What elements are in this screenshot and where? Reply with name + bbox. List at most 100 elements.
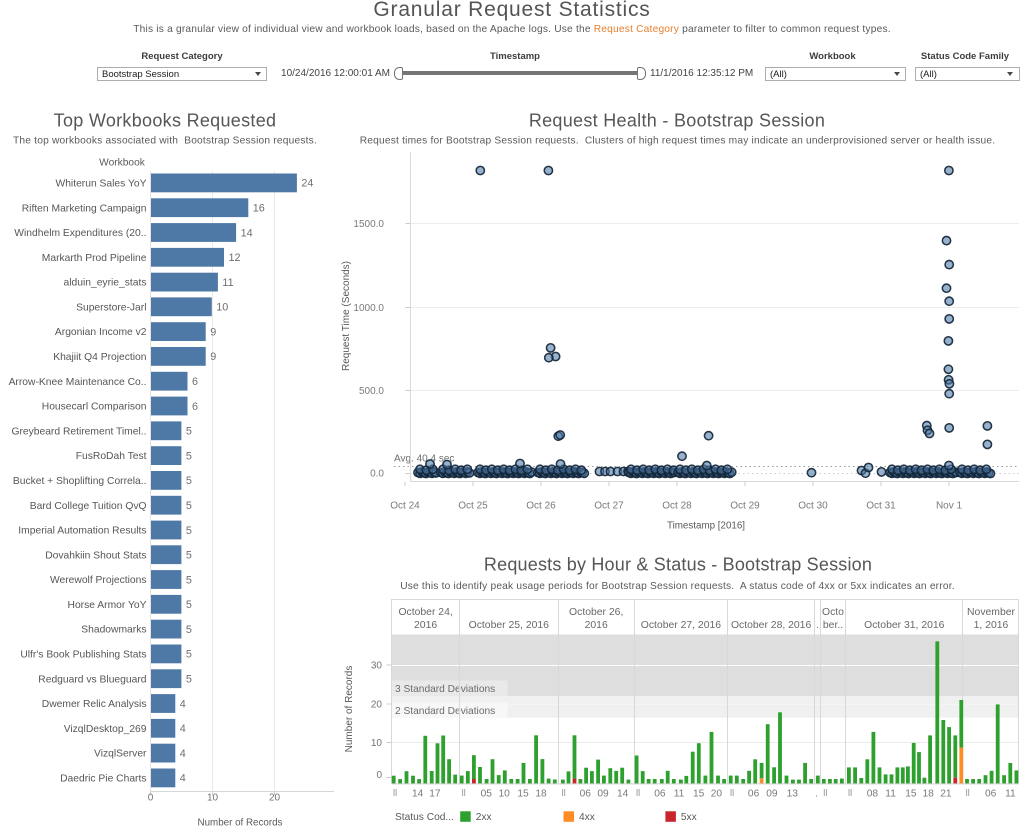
svg-text:.: .	[816, 620, 819, 631]
svg-text:09: 09	[766, 789, 778, 800]
svg-text:06: 06	[985, 789, 997, 800]
svg-text:30: 30	[371, 661, 383, 672]
svg-text:Oct 28: Oct 28	[662, 501, 692, 512]
svg-text:Arrow-Knee Maintenance Co..: Arrow-Knee Maintenance Co..	[9, 377, 147, 388]
svg-text:ber..: ber..	[823, 620, 843, 631]
svg-text:Markarth Prod Pipeline: Markarth Prod Pipeline	[42, 253, 147, 264]
svg-text:Use this to identify peak usag: Use this to identify peak usage periods …	[400, 581, 955, 592]
svg-text:5: 5	[186, 426, 192, 438]
svg-text:9: 9	[210, 326, 216, 338]
svg-text:500.0: 500.0	[359, 386, 384, 397]
svg-text:6: 6	[192, 376, 198, 388]
svg-text:08: 08	[867, 789, 879, 800]
svg-text:1000.0: 1000.0	[353, 303, 384, 314]
svg-text:Werewolf Projections: Werewolf Projections	[50, 575, 147, 586]
svg-text:Ulfr's Book Publishing Stats: Ulfr's Book Publishing Stats	[20, 650, 146, 661]
svg-text:5: 5	[186, 599, 192, 611]
svg-text:5: 5	[186, 525, 192, 537]
svg-text:6: 6	[192, 401, 198, 413]
svg-text:Dwemer Relic Analysis: Dwemer Relic Analysis	[42, 699, 147, 710]
svg-text:The top workbooks associated w: The top workbooks associated with Bootst…	[13, 136, 317, 147]
svg-text:Dovahkiin Shout Stats: Dovahkiin Shout Stats	[45, 550, 146, 561]
svg-text:Status Cod...: Status Cod...	[395, 812, 454, 823]
svg-text:Imperial Automation Results: Imperial Automation Results	[18, 526, 146, 537]
svg-text:11: 11	[674, 789, 685, 800]
svg-text:.: .	[815, 789, 818, 800]
svg-text:VizqlDesktop_269: VizqlDesktop_269	[64, 724, 147, 735]
svg-text:14: 14	[617, 789, 629, 800]
svg-text:Khajiit Q4 Projection: Khajiit Q4 Projection	[53, 352, 147, 363]
svg-text:4xx: 4xx	[579, 812, 595, 823]
svg-text:Whiterun Sales YoY: Whiterun Sales YoY	[55, 179, 146, 190]
svg-text:Oct 26: Oct 26	[526, 501, 556, 512]
svg-text:5xx: 5xx	[681, 812, 697, 823]
svg-text:05: 05	[481, 789, 493, 800]
svg-text:VizqlServer: VizqlServer	[94, 749, 147, 760]
svg-text:4: 4	[180, 748, 186, 760]
svg-text:Bard College Tuition QvQ: Bard College Tuition QvQ	[30, 501, 147, 512]
svg-text:16: 16	[253, 203, 265, 215]
svg-text:Octo: Octo	[822, 607, 844, 618]
svg-text:Oct 27: Oct 27	[594, 501, 624, 512]
svg-text:1500.0: 1500.0	[353, 219, 384, 230]
svg-text:5: 5	[186, 450, 192, 462]
svg-text:alduin_eyrie_stats: alduin_eyrie_stats	[64, 278, 147, 289]
svg-text:1, 2016: 1, 2016	[974, 620, 1009, 631]
svg-text:9: 9	[210, 351, 216, 363]
svg-text:11: 11	[1005, 789, 1016, 800]
svg-text:FusRoDah Test: FusRoDah Test	[76, 451, 147, 462]
svg-text:20: 20	[371, 700, 383, 711]
svg-text:Argonian Income v2: Argonian Income v2	[55, 327, 147, 338]
svg-text:20: 20	[269, 793, 281, 804]
svg-text:Number of Records: Number of Records	[344, 666, 355, 753]
svg-text:Greybeard Retirement Timel..: Greybeard Retirement Timel..	[11, 426, 146, 437]
svg-text:4: 4	[180, 723, 186, 735]
svg-text:October 27, 2016: October 27, 2016	[641, 620, 722, 631]
svg-text:12: 12	[229, 252, 241, 264]
svg-text:Number of Records: Number of Records	[198, 818, 283, 829]
svg-text:4: 4	[180, 773, 186, 785]
svg-text:Request times for Bootstrap Se: Request times for Bootstrap Session requ…	[360, 136, 996, 147]
svg-text:Redguard vs Blueguard: Redguard vs Blueguard	[38, 674, 146, 685]
svg-text:5: 5	[186, 574, 192, 586]
svg-text:5: 5	[186, 649, 192, 661]
svg-text:06: 06	[580, 789, 592, 800]
svg-text:2016: 2016	[585, 620, 608, 631]
svg-text:Superstore-Jarl: Superstore-Jarl	[76, 302, 146, 313]
svg-text:Bucket + Shoplifting Correla..: Bucket + Shoplifting Correla..	[13, 476, 147, 487]
svg-text:Timestamp [2016]: Timestamp [2016]	[667, 521, 745, 532]
svg-text:5: 5	[186, 624, 192, 636]
svg-text:17: 17	[429, 789, 441, 800]
svg-text:10: 10	[207, 793, 219, 804]
svg-text:Oct 31: Oct 31	[866, 501, 896, 512]
svg-text:20: 20	[711, 789, 723, 800]
svg-text:11: 11	[885, 789, 896, 800]
svg-text:Daedric Pie Charts: Daedric Pie Charts	[60, 774, 146, 785]
svg-text:Horse Armor YoY: Horse Armor YoY	[68, 600, 147, 611]
svg-text:3 Standard Deviations: 3 Standard Deviations	[395, 684, 495, 695]
svg-text:Oct 29: Oct 29	[730, 501, 760, 512]
svg-text:5: 5	[186, 550, 192, 562]
svg-text:November: November	[967, 607, 1015, 618]
svg-text:06: 06	[748, 789, 760, 800]
svg-text:15: 15	[517, 789, 529, 800]
svg-text:Workbook: Workbook	[99, 158, 146, 169]
svg-text:18: 18	[923, 789, 935, 800]
svg-text:10: 10	[216, 302, 228, 314]
svg-text:Oct 25: Oct 25	[458, 501, 488, 512]
svg-text:0: 0	[376, 770, 382, 781]
svg-text:October 31, 2016: October 31, 2016	[864, 620, 945, 631]
svg-text:Riften Marketing Campaign: Riften Marketing Campaign	[22, 203, 147, 214]
svg-text:14: 14	[241, 227, 253, 239]
svg-text:Shadowmarks: Shadowmarks	[81, 625, 146, 636]
svg-text:0.0: 0.0	[370, 469, 384, 480]
svg-text:14: 14	[412, 789, 424, 800]
svg-text:October 28, 2016: October 28, 2016	[731, 620, 812, 631]
svg-text:2 Standard Deviations: 2 Standard Deviations	[395, 706, 495, 717]
svg-text:October 25, 2016: October 25, 2016	[469, 620, 550, 631]
svg-text:4: 4	[180, 698, 186, 710]
svg-text:15: 15	[693, 789, 705, 800]
svg-text:5: 5	[186, 475, 192, 487]
svg-text:2xx: 2xx	[476, 812, 492, 823]
svg-text:0: 0	[148, 793, 154, 804]
